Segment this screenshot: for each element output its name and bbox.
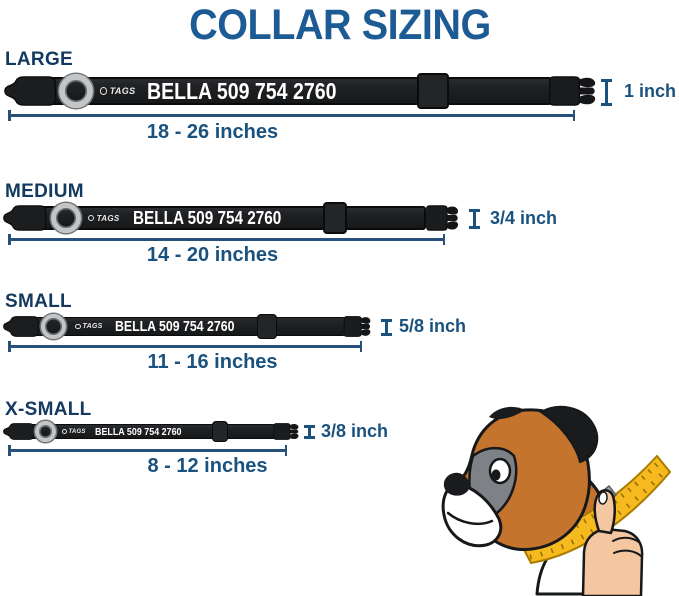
gotags-logo-icon [75, 323, 81, 330]
length-range: 11 - 16 inches [147, 351, 278, 373]
adjuster-slide [323, 202, 347, 234]
buckle-female-icon [3, 316, 39, 337]
width-label: 3/4 inch [490, 207, 558, 228]
gotags-logo-text: TAGS [109, 86, 136, 96]
buckle-male-icon [273, 423, 299, 440]
adjuster-slide [417, 73, 449, 109]
buckle-female-icon [3, 423, 34, 440]
length-range: 14 - 20 inches [146, 244, 279, 266]
buckle-male-icon [343, 316, 371, 337]
width-label: 3/8 inch [321, 421, 389, 441]
collar-illustration-xsmall: TAGS BELLA 509 754 2760 [3, 421, 300, 442]
length-measure-line [8, 234, 445, 244]
width-label: 1 inch [624, 80, 677, 101]
collar-personalization-text: BELLA 509 754 2760 [95, 425, 182, 438]
gotags-logo-text: TAGS [82, 323, 103, 330]
size-label-xsmall: X-SMALL [5, 399, 92, 420]
buckle-male-icon [549, 76, 596, 106]
d-ring-icon [41, 314, 66, 339]
size-label-large: LARGE [5, 49, 73, 70]
collar-personalization-text: BELLA 509 754 2760 [115, 318, 235, 335]
collar-illustration-medium: TAGS BELLA 509 754 2760 [3, 202, 460, 234]
gotags-logo-icon [100, 87, 108, 95]
gotags-logo-text: TAGS [96, 213, 120, 223]
adjuster-slide [257, 314, 277, 339]
length-range: 8 - 12 inches [147, 455, 268, 477]
collar-personalization-text: BELLA 509 754 2760 [147, 77, 337, 104]
d-ring-icon [35, 421, 56, 442]
adjuster-slide [212, 421, 228, 442]
length-range: 18 - 26 inches [146, 121, 279, 143]
page-title: COLLAR SIZING [188, 1, 491, 49]
gotags-logo-text: TAGS [68, 428, 86, 435]
length-measure-line [8, 445, 287, 455]
size-label-medium: MEDIUM [5, 181, 84, 202]
gotags-logo: TAGS [62, 423, 86, 440]
collar-personalization-text: BELLA 509 754 2760 [133, 207, 282, 228]
collar-illustration-large: TAGS BELLA 509 754 2760 [4, 73, 598, 109]
buckle-female-icon [3, 205, 47, 231]
collar-strap [37, 206, 426, 230]
boxer-dog-measuring-tape-illustration [441, 405, 672, 596]
buckle-female-icon [4, 76, 56, 106]
gotags-logo: TAGS [75, 316, 103, 337]
width-indicator [381, 319, 392, 336]
length-measure-line [8, 110, 575, 120]
collar-illustration-small: TAGS BELLA 509 754 2760 [3, 314, 372, 339]
gotags-logo-icon [88, 214, 95, 222]
width-label: 5/8 inch [399, 316, 467, 336]
width-indicator [304, 425, 315, 439]
d-ring-icon [51, 203, 81, 233]
gotags-logo: TAGS [100, 76, 135, 106]
size-label-small: SMALL [5, 291, 72, 312]
buckle-male-icon [425, 205, 459, 231]
gotags-logo-icon [62, 429, 67, 434]
gotags-logo: TAGS [88, 205, 120, 231]
width-indicator [601, 79, 612, 106]
d-ring-icon [59, 74, 93, 108]
length-measure-line [8, 341, 362, 351]
width-indicator [469, 209, 480, 229]
